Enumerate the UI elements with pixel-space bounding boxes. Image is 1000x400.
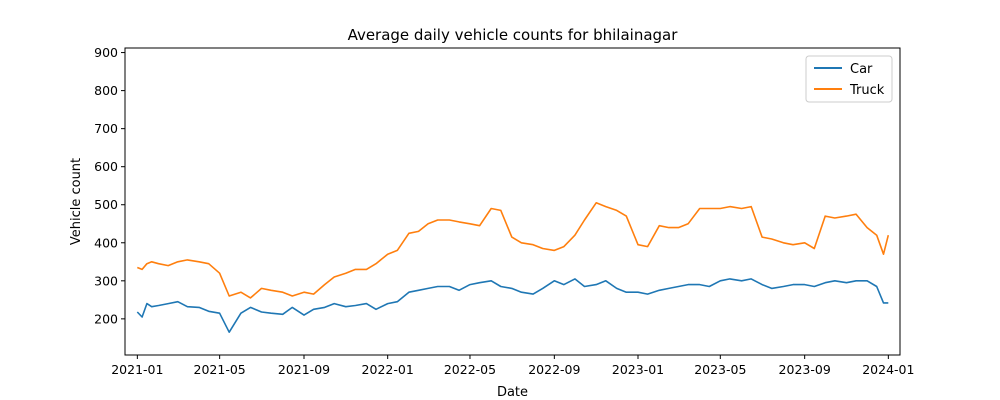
x-tick-label: 2023-09 [779,362,831,377]
x-axis: 2021-01 2021-05 2021-09 2022-01 2022-05 2022-… [111,355,914,377]
y-tick-label: 400 [94,235,118,250]
x-tick-label: 2024-01 [862,362,914,377]
y-tick-label: 300 [94,273,118,288]
y-tick-label: 600 [94,159,118,174]
series-line-truck [137,202,890,299]
x-tick-label: 2022-09 [528,362,580,377]
x-tick-label: 2022-01 [362,362,414,377]
x-tick-label: 2023-01 [612,362,664,377]
x-tick-label: 2023-05 [694,362,746,377]
legend: Car Truck [805,55,893,103]
plot-frame [124,47,901,356]
y-axis-label: Vehicle count [69,158,84,245]
legend-label-car: Car [850,62,873,77]
x-tick-label: 2022-05 [444,362,496,377]
plot-area [125,48,900,355]
series-layer [136,202,890,333]
y-tick-label: 900 [94,45,118,60]
x-tick-label: 2021-01 [111,362,163,377]
y-tick-label: 500 [94,197,118,212]
y-tick-label: 800 [94,83,118,98]
x-tick-label: 2021-05 [194,362,246,377]
chart-title: Average daily vehicle counts for bhilain… [348,26,679,44]
y-tick-label: 700 [94,121,118,136]
series-line-car [136,278,889,333]
y-axis: 200 300 400 500 600 700 800 900 [94,45,125,326]
legend-label-truck: Truck [849,83,885,98]
x-tick-label: 2021-09 [278,362,330,377]
y-tick-label: 200 [94,311,118,326]
x-axis-label: Date [497,385,528,400]
